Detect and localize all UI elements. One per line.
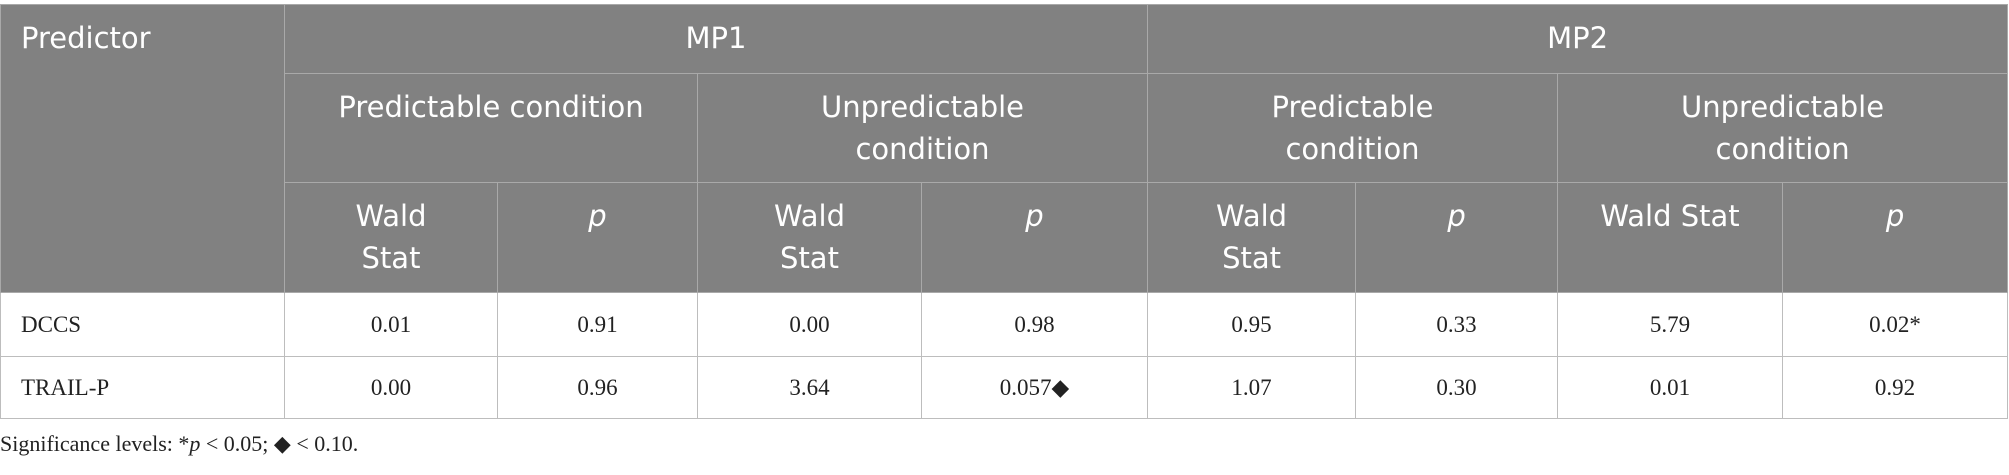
footnote-italic: p xyxy=(189,431,201,456)
header-stat: p xyxy=(920,182,1149,293)
header-condition: Unpredictable condition xyxy=(1557,73,2009,183)
header-stat: p xyxy=(497,182,698,293)
footnote: Significance levels: *p < 0.05; ◆ < 0.10… xyxy=(0,431,2009,457)
cell: 0.95 xyxy=(1147,292,1357,357)
cell: 0.92 xyxy=(1782,356,2009,419)
header-condition: Predictable condition xyxy=(1147,73,1559,183)
header-stat: p xyxy=(1782,182,2009,293)
cell: 3.64 xyxy=(697,356,922,419)
header-group: MP1 xyxy=(283,4,1149,74)
cell: 5.79 xyxy=(1557,292,1784,357)
cell: 0.30 xyxy=(1355,356,1559,419)
table-body: DCCS 0.01 0.91 0.00 0.98 0.95 0.33 5.79 0.02* TRA… xyxy=(0,292,2009,419)
header-stat: Wald Stat xyxy=(284,182,498,293)
footnote-text: Significance levels: * xyxy=(0,431,190,456)
header-stat: Wald Stat xyxy=(1557,182,1784,293)
table-row: TRAIL-P 0.00 0.96 3.64 0.057◆ 1.07 0.30 0.01 0.9… xyxy=(0,356,2009,419)
results-table: Predictor MP1 MP2 Predictable condition … xyxy=(0,4,2009,419)
header-predictor: Predictor xyxy=(0,4,285,293)
cell: 0.02* xyxy=(1782,292,2009,357)
header-stat: p xyxy=(1355,182,1559,293)
page: Predictor MP1 MP2 Predictable condition … xyxy=(0,4,2009,457)
footnote-text: < 0.05; ◆ < 0.10. xyxy=(200,431,359,456)
table-row: DCCS 0.01 0.91 0.00 0.98 0.95 0.33 5.79 0.02* xyxy=(0,292,2009,357)
cell: 0.33 xyxy=(1355,292,1559,357)
header-stat: Wald Stat xyxy=(697,182,922,293)
cell: 0.01 xyxy=(284,292,498,357)
header-stat: Wald Stat xyxy=(1147,182,1357,293)
header-condition: Unpredictable condition xyxy=(696,73,1149,183)
row-label: DCCS xyxy=(0,292,285,357)
header-group: MP2 xyxy=(1147,4,2009,74)
cell: 1.07 xyxy=(1147,356,1357,419)
cell: 0.91 xyxy=(497,292,698,357)
cell: 0.98 xyxy=(920,292,1149,357)
row-label: TRAIL-P xyxy=(0,356,285,419)
cell: 0.96 xyxy=(497,356,698,419)
cell: 0.00 xyxy=(697,292,922,357)
header-stat-row: Wald Stat p Wald Stat p Wald Stat p Wald Stat p xyxy=(1,182,2009,293)
cell: 0.01 xyxy=(1557,356,1784,419)
cell: 0.057◆ xyxy=(920,356,1149,419)
cell: 0.00 xyxy=(284,356,498,419)
header-condition: Predictable condition xyxy=(284,73,698,183)
